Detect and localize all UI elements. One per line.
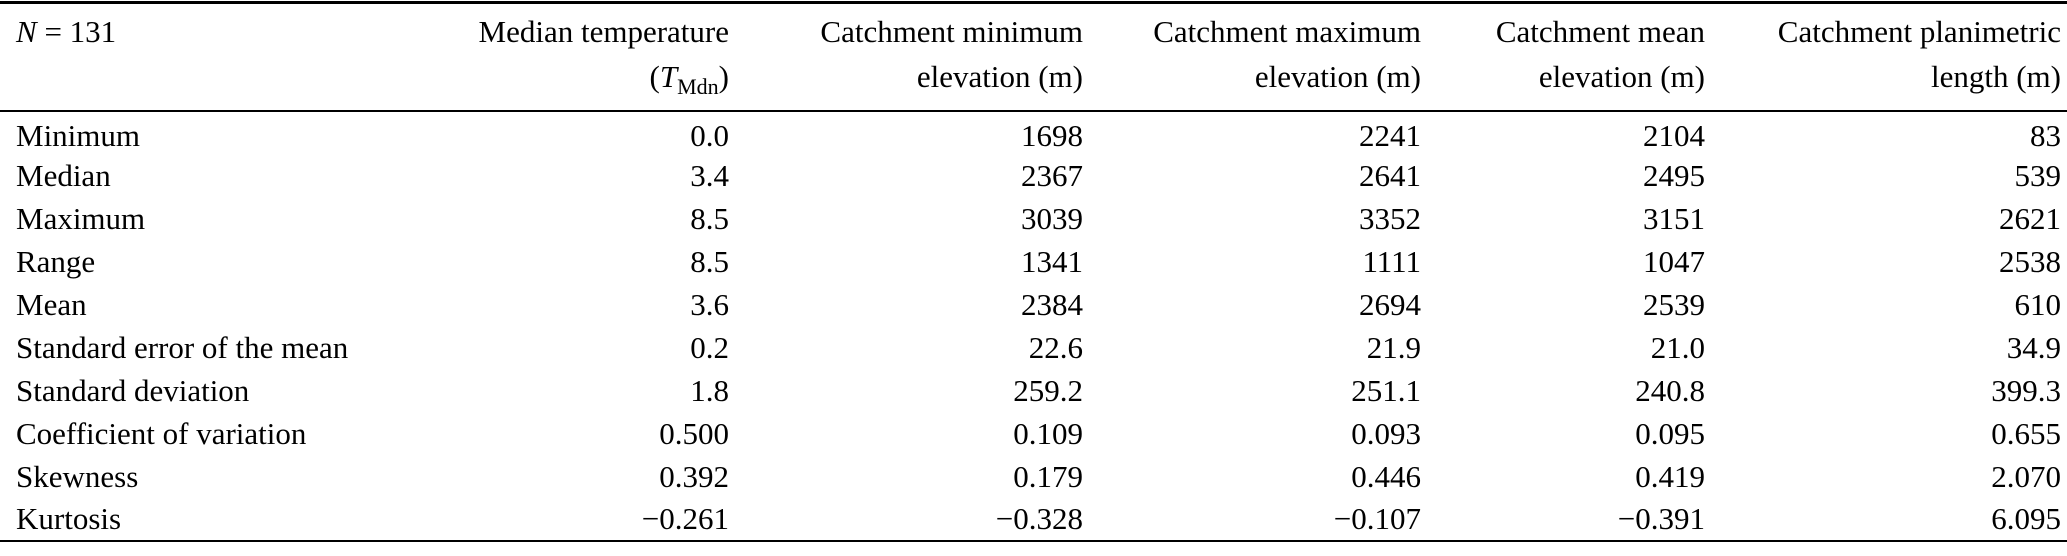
- cell-value: 2367: [1021, 157, 1083, 193]
- row-label: Coefficient of variation: [16, 415, 307, 451]
- cell-value: −0.328: [995, 501, 1083, 536]
- row-label: Skewness: [16, 458, 139, 494]
- header-line1: Catchment mean: [1495, 14, 1705, 49]
- header-line2: length (m): [1931, 59, 2061, 94]
- cell-value: 3352: [1359, 200, 1421, 236]
- col-header-median-temperature: Median temperature (TMdn): [380, 2, 735, 112]
- cell-value: 0.0: [690, 118, 729, 153]
- cell-value: 0.2: [690, 329, 729, 365]
- header-line2: elevation (m): [1254, 59, 1421, 94]
- header-line1: Median temperature: [478, 14, 729, 49]
- col-header-catchment-min-elevation: Catchment minimum elevation (m): [735, 2, 1089, 112]
- table-header: N = 131 Median temperature (TMdn) Catchm…: [0, 2, 2067, 112]
- cell-value: 251.1: [1351, 372, 1421, 408]
- cell-value: 2.070: [1991, 458, 2061, 494]
- cell-value: 2641: [1359, 157, 1421, 193]
- col-header-catchment-max-elevation: Catchment maximum elevation (m): [1089, 2, 1427, 112]
- table-row-maximum: Maximum 8.5 3039 3352 3151 2621: [0, 197, 2067, 240]
- n-value: = 131: [36, 14, 117, 49]
- cell-value: 3.4: [690, 157, 729, 193]
- cell-value: 22.6: [1028, 329, 1083, 365]
- table-row-minimum: Minimum 0.0 1698 2241 2104 83: [0, 111, 2067, 154]
- cell-value: 2104: [1643, 118, 1705, 153]
- cell-value: 0.655: [1991, 415, 2061, 451]
- cell-value: 21.9: [1366, 329, 1421, 365]
- cell-value: 1111: [1362, 243, 1421, 279]
- cell-value: 3151: [1643, 200, 1705, 236]
- header-line2: elevation (m): [916, 59, 1083, 94]
- cell-value: 2495: [1643, 157, 1705, 193]
- row-label: Median: [16, 157, 111, 193]
- cell-value: 259.2: [1013, 372, 1083, 408]
- cell-value: 2384: [1021, 286, 1083, 322]
- cell-value: 1047: [1643, 243, 1705, 279]
- cell-value: 0.392: [659, 458, 729, 494]
- row-label: Standard deviation: [16, 372, 250, 408]
- cell-value: 399.3: [1991, 372, 2061, 408]
- table-row-coefficient-of-variation: Coefficient of variation 0.500 0.109 0.0…: [0, 412, 2067, 455]
- cell-value: 0.419: [1635, 458, 1705, 494]
- header-line1: Catchment planimetric: [1777, 14, 2061, 49]
- cell-value: 0.093: [1351, 415, 1421, 451]
- table-row-median: Median 3.4 2367 2641 2495 539: [0, 154, 2067, 197]
- summary-statistics-table: N = 131 Median temperature (TMdn) Catchm…: [0, 1, 2067, 542]
- cell-value: 0.446: [1351, 458, 1421, 494]
- cell-value: 539: [2014, 157, 2062, 193]
- header-line1: Catchment minimum: [820, 14, 1083, 49]
- table-row-standard-error: Standard error of the mean 0.2 22.6 21.9…: [0, 326, 2067, 369]
- paren-close: ): [718, 59, 729, 94]
- n-symbol: N: [16, 14, 37, 49]
- row-label: Standard error of the mean: [16, 329, 349, 365]
- sample-size-header: N = 131: [0, 2, 380, 112]
- cell-value: 21.0: [1650, 329, 1705, 365]
- table-row-standard-deviation: Standard deviation 1.8 259.2 251.1 240.8…: [0, 369, 2067, 412]
- header-row: N = 131 Median temperature (TMdn) Catchm…: [0, 2, 2067, 112]
- cell-value: 1.8: [690, 372, 729, 408]
- cell-value: 2621: [1999, 200, 2061, 236]
- cell-value: 2539: [1643, 286, 1705, 322]
- cell-value: 8.5: [690, 243, 729, 279]
- cell-value: −0.391: [1617, 501, 1705, 536]
- cell-value: 0.095: [1635, 415, 1705, 451]
- cell-value: 2241: [1359, 118, 1421, 153]
- row-label: Maximum: [16, 200, 146, 236]
- cell-value: 1698: [1021, 118, 1083, 153]
- row-label: Mean: [16, 286, 87, 322]
- cell-value: 1341: [1021, 243, 1083, 279]
- t-symbol: T: [659, 59, 678, 94]
- cell-value: 0.500: [659, 415, 729, 451]
- cell-value: −0.107: [1333, 501, 1421, 536]
- table-row-range: Range 8.5 1341 1111 1047 2538: [0, 240, 2067, 283]
- header-line2: (TMdn): [649, 59, 729, 98]
- cell-value: 240.8: [1635, 372, 1705, 408]
- cell-value: 0.179: [1013, 458, 1083, 494]
- cell-value: −0.261: [641, 501, 729, 536]
- cell-value: 3039: [1021, 200, 1083, 236]
- header-line2: elevation (m): [1538, 59, 1705, 94]
- cell-value: 3.6: [690, 286, 729, 322]
- cell-value: 6.095: [1991, 501, 2061, 536]
- cell-value: 83: [2030, 118, 2061, 153]
- cell-value: 0.109: [1013, 415, 1083, 451]
- table-body: Minimum 0.0 1698 2241 2104 83 Median 3.4…: [0, 111, 2067, 541]
- row-label: Range: [16, 243, 96, 279]
- col-header-catchment-mean-elevation: Catchment mean elevation (m): [1427, 2, 1711, 112]
- cell-value: 2694: [1359, 286, 1421, 322]
- cell-value: 34.9: [2006, 329, 2061, 365]
- cell-value: 610: [2014, 286, 2062, 322]
- cell-value: 2538: [1999, 243, 2061, 279]
- table-row-mean: Mean 3.6 2384 2694 2539 610: [0, 283, 2067, 326]
- row-label: Kurtosis: [16, 501, 122, 536]
- table-row-skewness: Skewness 0.392 0.179 0.446 0.419 2.070: [0, 455, 2067, 498]
- col-header-catchment-planimetric-length: Catchment planimetric length (m): [1711, 2, 2067, 112]
- table-row-kurtosis: Kurtosis −0.261 −0.328 −0.107 −0.391 6.0…: [0, 498, 2067, 541]
- row-label: Minimum: [16, 118, 141, 153]
- t-subscript: Mdn: [677, 74, 719, 100]
- header-line1: Catchment maximum: [1153, 14, 1421, 49]
- cell-value: 8.5: [690, 200, 729, 236]
- paren-open: (: [649, 59, 660, 94]
